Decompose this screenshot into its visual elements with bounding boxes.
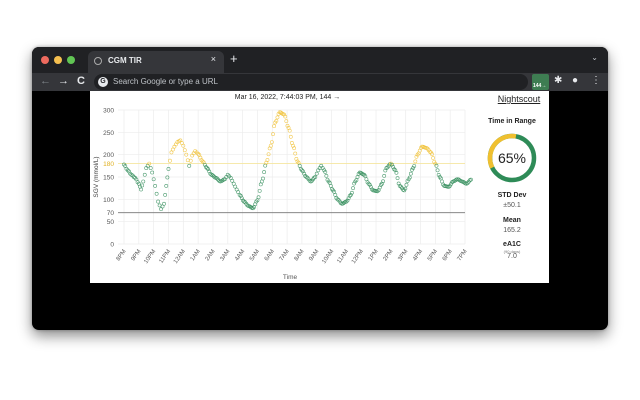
x-tick-label: 5AM (249, 249, 261, 263)
reload-button[interactable]: C (77, 75, 85, 87)
nightscout-favicon-icon (94, 57, 102, 65)
x-tick-label: 7PM (457, 249, 469, 263)
x-tick-label: 10PM (143, 249, 157, 265)
tab-search-chevron-icon[interactable]: ⌄ (591, 53, 598, 62)
x-tick-label: 11AM (336, 249, 350, 265)
x-tick-label: 6AM (264, 249, 276, 263)
tir-value: 65% (498, 150, 526, 166)
minimize-window-button[interactable] (54, 56, 62, 64)
mean-label: Mean (503, 217, 521, 224)
x-tick-label: 3PM (397, 249, 409, 263)
nightscout-link[interactable]: Nightscout (497, 94, 541, 104)
x-tick-label: 10AM (321, 249, 335, 265)
x-tick-label: 11PM (158, 249, 172, 265)
y-tick-label: 200 (103, 152, 114, 159)
y-tick-label: 300 (103, 108, 114, 115)
address-bar-placeholder: Search Google or type a URL (113, 77, 218, 86)
ea1c-label: eA1C (503, 241, 521, 248)
google-icon: G (98, 77, 108, 87)
traffic-lights (41, 56, 75, 64)
y-tick-label: 250 (103, 130, 114, 137)
x-tick-label: 9PM (130, 249, 142, 263)
x-tick-label: 9AM (308, 249, 320, 263)
time-in-range-donut: 65% (487, 133, 537, 183)
browser-toolbar: ← → C G Search Google or type a URL 144→… (32, 73, 608, 91)
maximize-window-button[interactable] (67, 56, 75, 64)
mean-value: 165.2 (503, 227, 521, 234)
new-tab-button[interactable]: + (230, 51, 238, 66)
x-tick-label: 12PM (351, 249, 365, 265)
x-tick-label: 12AM (173, 249, 187, 265)
glucose-chart: 0 50 70 100 150 180 200 250 300 SGV (mmol/L) 8PM 9P… (93, 108, 473, 281)
extension-popup: Mar 16, 2022, 7:44:03 PM, 144 → 0 50 70 100… (90, 91, 549, 283)
std-dev-label: STD Dev (497, 192, 527, 199)
y-axis-label: SGV (mmol/L) (93, 156, 100, 197)
x-tick-label: 7AM (279, 249, 291, 263)
browser-menu-icon[interactable]: ⋮ (591, 75, 601, 86)
x-tick-label: 1PM (368, 249, 380, 263)
forward-button[interactable]: → (58, 75, 69, 87)
y-tick-label: 100 (103, 197, 114, 204)
x-tick-label: 1AM (190, 249, 202, 263)
extension-badge-text: 144→ (533, 83, 547, 89)
x-tick-label: 4AM (234, 249, 246, 263)
ea1c-value: 7.0 (507, 253, 517, 260)
x-tick-label: 8PM (116, 249, 128, 263)
std-dev-value: ±50.1 (503, 202, 521, 209)
address-bar[interactable]: G Search Google or type a URL (94, 74, 528, 90)
y-tick-label: 0 (110, 242, 114, 249)
x-tick-label: 3AM (219, 249, 231, 263)
ea1c-period: (90 days) (503, 249, 521, 254)
profile-icon[interactable]: ● (572, 75, 579, 86)
x-tick-label: 5PM (427, 249, 439, 263)
tab-cgm-tir[interactable]: CGM TIR × (88, 51, 224, 73)
tir-label: Time in Range (488, 118, 536, 125)
x-tick-label: 2PM (383, 249, 395, 263)
x-tick-label: 6PM (442, 249, 454, 263)
y-tick-label: 50 (107, 219, 115, 226)
x-tick-label: 8AM (294, 249, 306, 263)
back-button[interactable]: ← (40, 75, 51, 87)
x-tick-label: 2AM (205, 249, 217, 263)
chart-title: Mar 16, 2022, 7:44:03 PM, 144 → (234, 94, 341, 101)
x-tick-label: 4PM (412, 249, 424, 263)
close-tab-icon[interactable]: × (210, 54, 216, 64)
tab-strip: CGM TIR × + ⌄ (32, 47, 608, 73)
y-tick-label: 150 (103, 175, 114, 182)
extensions-puzzle-icon[interactable]: ✱ (554, 75, 563, 86)
nightscout-extension-button[interactable]: 144→ (532, 74, 549, 90)
tab-title: CGM TIR (108, 56, 142, 65)
y-tick-label: 180 (103, 161, 114, 168)
close-window-button[interactable] (41, 56, 49, 64)
browser-window: CGM TIR × + ⌄ ← → C G Search Google or t… (32, 47, 608, 330)
y-tick-label: 70 (107, 210, 115, 217)
x-axis-label: Time (283, 274, 298, 281)
